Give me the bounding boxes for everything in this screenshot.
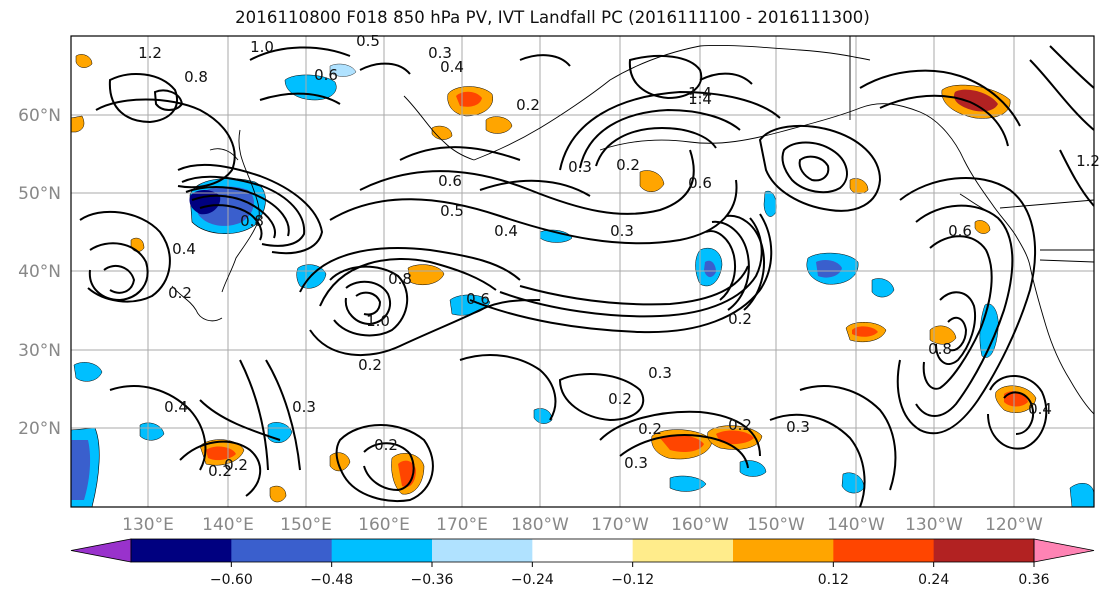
latitude-label: 50°N bbox=[18, 184, 61, 204]
longitude-label: 170°W bbox=[591, 515, 649, 535]
contour-label: 1.4 bbox=[688, 90, 712, 108]
colorbar bbox=[70, 538, 1095, 563]
contour-label: 0.6 bbox=[688, 174, 712, 192]
coastlines bbox=[171, 36, 1094, 415]
contour-label: 0.3 bbox=[292, 398, 316, 416]
longitude-label: 160°E bbox=[358, 515, 410, 535]
longitude-label: 130°W bbox=[905, 515, 963, 535]
pv-contours bbox=[79, 45, 1094, 507]
latitude-label: 30°N bbox=[18, 341, 61, 361]
contour-label: 0.6 bbox=[438, 172, 462, 190]
colorbar-swatch bbox=[733, 539, 834, 562]
latitude-axis: 20°N 30°N 40°N 50°N 60°N bbox=[18, 106, 61, 439]
longitude-label: 140°W bbox=[827, 515, 885, 535]
contour-label: 0.2 bbox=[374, 436, 398, 454]
contour-label: 0.4 bbox=[494, 222, 518, 240]
contour-label: 0.2 bbox=[224, 456, 248, 474]
graticule bbox=[71, 36, 1094, 507]
contour-label: 0.8 bbox=[928, 340, 952, 358]
colorbar-ticks: −0.60−0.48−0.36−0.24−0.120.120.240.360.4… bbox=[210, 562, 1050, 588]
latitude-label: 40°N bbox=[18, 262, 61, 282]
contour-label: 0.6 bbox=[948, 222, 972, 240]
contour-label: 0.3 bbox=[568, 158, 592, 176]
contour-label: 0.3 bbox=[624, 454, 648, 472]
longitude-label: 140°E bbox=[202, 515, 254, 535]
contour-label: 0.8 bbox=[184, 68, 208, 86]
contour-label: 1.2 bbox=[1076, 152, 1100, 170]
colorbar-swatch bbox=[331, 539, 433, 562]
contour-label: 0.8 bbox=[240, 212, 264, 230]
longitude-label: 180°W bbox=[511, 515, 569, 535]
contour-label: 0.2 bbox=[638, 420, 662, 438]
longitude-label: 150°W bbox=[747, 515, 805, 535]
contour-label: 1.0 bbox=[250, 38, 274, 56]
colorbar-outline bbox=[130, 538, 1035, 563]
contour-label: 0.2 bbox=[168, 284, 192, 302]
latitude-label: 20°N bbox=[18, 419, 61, 439]
colorbar-extend-low bbox=[70, 538, 132, 563]
colorbar-swatch bbox=[131, 539, 232, 562]
anomaly-shading bbox=[71, 54, 1094, 507]
colorbar-swatch bbox=[632, 539, 734, 562]
contour-label: 0.6 bbox=[466, 290, 490, 308]
colorbar-swatch bbox=[532, 539, 634, 562]
colorbar-swatch bbox=[432, 539, 533, 562]
contour-label: 0.8 bbox=[388, 270, 412, 288]
contour-label: 0.2 bbox=[728, 416, 752, 434]
colorbar-swatch bbox=[933, 539, 1035, 562]
contour-label: 0.2 bbox=[358, 356, 382, 374]
contour-label: 0.6 bbox=[314, 66, 338, 84]
longitude-axis: 130°E 140°E 150°E 160°E 170°E 180°W 170°W 160°W… bbox=[122, 515, 1043, 535]
longitude-label: 150°E bbox=[280, 515, 332, 535]
contour-labels: 1.01.20.80.50.30.60.2 1.40.40.20.30.50.4 0… bbox=[138, 32, 1100, 480]
contour-label: 0.5 bbox=[356, 32, 380, 50]
contour-label: 0.3 bbox=[610, 222, 634, 240]
longitude-label: 130°E bbox=[122, 515, 174, 535]
contour-label: 1.2 bbox=[138, 44, 162, 62]
map-title: 2016110800 F018 850 hPa PV, IVT Landfall… bbox=[235, 8, 870, 27]
colorbar-tick-label: −0.60 bbox=[210, 572, 253, 588]
colorbar-extend-high bbox=[1033, 538, 1095, 563]
longitude-label: 170°E bbox=[436, 515, 488, 535]
contour-label: 0.3 bbox=[786, 418, 810, 436]
contour-label: 1.4 bbox=[688, 84, 712, 102]
contour-label: 0.2 bbox=[728, 310, 752, 328]
colorbar-tick-label: 0.12 bbox=[818, 572, 849, 588]
colorbar-swatch bbox=[231, 539, 333, 562]
map-frame bbox=[70, 35, 1095, 508]
colorbar-tick-label: −0.48 bbox=[310, 572, 353, 588]
contour-label: 1.0 bbox=[366, 312, 390, 330]
contour-label: 0.3 bbox=[428, 44, 452, 62]
longitude-label: 160°W bbox=[671, 515, 729, 535]
contour-label: 0.4 bbox=[172, 240, 196, 258]
contour-label: 0.2 bbox=[516, 96, 540, 114]
colorbar-tick-label: −0.12 bbox=[611, 572, 654, 588]
latitude-label: 60°N bbox=[18, 106, 61, 126]
contour-label: 0.3 bbox=[648, 364, 672, 382]
contour-label: 0.4 bbox=[440, 58, 464, 76]
colorbar-tick-label: −0.24 bbox=[511, 572, 554, 588]
contour-label: 0.4 bbox=[164, 398, 188, 416]
contour-label: 0.4 bbox=[1028, 400, 1052, 418]
colorbar-tick-label: −0.36 bbox=[411, 572, 454, 588]
contour-label: 0.2 bbox=[208, 462, 232, 480]
contour-label: 0.5 bbox=[440, 202, 464, 220]
longitude-label: 120°W bbox=[985, 515, 1043, 535]
colorbar-tick-label: 0.36 bbox=[1018, 572, 1049, 588]
colorbar-tick-label: 0.24 bbox=[918, 572, 949, 588]
contour-label: 0.2 bbox=[608, 390, 632, 408]
colorbar-swatch bbox=[833, 539, 935, 562]
contour-label: 0.2 bbox=[616, 156, 640, 174]
